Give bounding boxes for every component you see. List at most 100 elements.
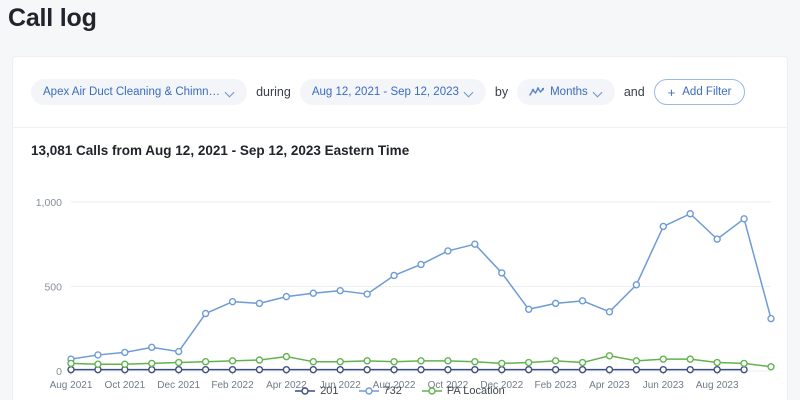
data-point[interactable] bbox=[148, 359, 156, 368]
data-point[interactable] bbox=[659, 222, 668, 231]
data-point[interactable] bbox=[659, 365, 668, 374]
data-point[interactable] bbox=[282, 292, 291, 301]
data-point[interactable] bbox=[390, 365, 398, 374]
chart-area: 0 500 1,000 Aug 2021 Oct 2021 Dec 2021 Feb 202… bbox=[13, 173, 789, 400]
legend-label: PA Location bbox=[446, 385, 505, 397]
data-point[interactable] bbox=[417, 365, 425, 374]
chart-title: 13,081 Calls from Aug 12, 2021 - Sep 12,… bbox=[31, 143, 410, 158]
data-point[interactable] bbox=[551, 357, 560, 365]
data-point[interactable] bbox=[578, 297, 587, 305]
data-point[interactable] bbox=[578, 365, 587, 374]
data-point[interactable] bbox=[551, 299, 560, 308]
data-point[interactable] bbox=[309, 357, 318, 366]
legend-marker-icon bbox=[358, 387, 379, 395]
data-point[interactable] bbox=[605, 365, 614, 374]
data-point[interactable] bbox=[255, 365, 264, 374]
data-point[interactable] bbox=[686, 365, 694, 374]
data-point[interactable] bbox=[498, 365, 506, 374]
data-point[interactable] bbox=[605, 308, 614, 316]
data-point[interactable] bbox=[94, 360, 102, 368]
data-point[interactable] bbox=[524, 358, 533, 367]
data-point[interactable] bbox=[632, 357, 641, 365]
data-point[interactable] bbox=[713, 365, 721, 374]
legend-marker-icon bbox=[295, 387, 316, 395]
data-point[interactable] bbox=[255, 356, 264, 364]
data-point[interactable] bbox=[201, 309, 210, 318]
data-point[interactable] bbox=[228, 365, 237, 374]
legend-item-201[interactable]: 201 bbox=[295, 385, 339, 397]
data-point[interactable] bbox=[767, 363, 775, 371]
data-point[interactable] bbox=[390, 271, 398, 280]
data-point[interactable] bbox=[444, 365, 452, 374]
data-point[interactable] bbox=[444, 247, 452, 255]
data-point[interactable] bbox=[740, 359, 748, 368]
add-filter-button[interactable]: + Add Filter bbox=[653, 79, 746, 105]
data-point[interactable] bbox=[390, 357, 398, 366]
data-point[interactable] bbox=[498, 269, 506, 277]
data-point[interactable] bbox=[471, 357, 479, 366]
data-point[interactable] bbox=[363, 365, 371, 374]
data-point[interactable] bbox=[201, 365, 210, 374]
data-point[interactable] bbox=[363, 357, 371, 365]
data-point[interactable] bbox=[228, 357, 237, 365]
data-point[interactable] bbox=[417, 357, 425, 365]
data-point[interactable] bbox=[255, 299, 264, 308]
data-point[interactable] bbox=[498, 359, 506, 368]
data-point[interactable] bbox=[148, 343, 156, 352]
chevron-down-icon bbox=[594, 88, 603, 97]
x-axis-tick-label: Aug 2021 bbox=[50, 380, 93, 391]
during-label: during bbox=[256, 85, 291, 99]
account-filter-chip[interactable]: Apex Air Duct Cleaning & Chimn… bbox=[31, 79, 248, 105]
legend-item-732[interactable]: 732 bbox=[358, 385, 402, 397]
data-point[interactable] bbox=[417, 260, 425, 269]
page-title: Call log bbox=[8, 4, 97, 32]
data-point[interactable] bbox=[363, 290, 371, 298]
data-point[interactable] bbox=[336, 365, 344, 374]
data-point[interactable] bbox=[686, 355, 694, 363]
data-point[interactable] bbox=[551, 365, 560, 374]
data-point[interactable] bbox=[578, 358, 587, 367]
data-point[interactable] bbox=[67, 365, 75, 374]
data-point[interactable] bbox=[148, 365, 156, 374]
data-point[interactable] bbox=[686, 210, 694, 218]
x-axis-tick-label: Feb 2023 bbox=[534, 380, 577, 391]
data-point[interactable] bbox=[282, 352, 291, 361]
group-by-filter-chip[interactable]: Months bbox=[517, 79, 615, 105]
data-point[interactable] bbox=[174, 358, 183, 367]
data-point[interactable] bbox=[632, 281, 641, 289]
data-point[interactable] bbox=[524, 365, 533, 374]
data-point[interactable] bbox=[94, 351, 102, 359]
date-range-filter-chip[interactable]: Aug 12, 2021 - Sep 12, 2023 bbox=[299, 79, 486, 105]
data-point[interactable] bbox=[336, 357, 344, 366]
group-by-filter-label: Months bbox=[550, 86, 588, 98]
data-point[interactable] bbox=[309, 365, 318, 374]
data-point[interactable] bbox=[713, 358, 721, 367]
x-axis-tick-label: Apr 2023 bbox=[589, 380, 630, 391]
data-point[interactable] bbox=[659, 355, 668, 363]
data-point[interactable] bbox=[524, 305, 533, 313]
data-point[interactable] bbox=[713, 235, 721, 243]
legend-item-pa-location[interactable]: PA Location bbox=[421, 385, 505, 397]
data-point[interactable] bbox=[336, 286, 344, 295]
data-point[interactable] bbox=[740, 365, 748, 374]
data-point[interactable] bbox=[605, 352, 614, 360]
y-axis-tick-label: 1,000 bbox=[36, 197, 62, 209]
data-point[interactable] bbox=[174, 365, 183, 374]
data-point[interactable] bbox=[471, 240, 479, 248]
data-point[interactable] bbox=[767, 314, 775, 323]
data-point[interactable] bbox=[444, 357, 452, 365]
data-point[interactable] bbox=[121, 360, 129, 368]
data-point[interactable] bbox=[632, 365, 641, 374]
data-point[interactable] bbox=[121, 348, 129, 357]
data-point[interactable] bbox=[201, 357, 210, 366]
plus-icon: + bbox=[667, 84, 676, 100]
data-point[interactable] bbox=[228, 297, 237, 306]
data-point[interactable] bbox=[309, 289, 318, 297]
x-axis-tick-label: Aug 2022 bbox=[373, 380, 416, 391]
data-point[interactable] bbox=[67, 359, 75, 368]
data-point[interactable] bbox=[282, 365, 291, 374]
data-point[interactable] bbox=[471, 365, 479, 374]
data-point[interactable] bbox=[174, 347, 183, 356]
x-axis-tick-label: Apr 2022 bbox=[266, 380, 307, 391]
data-point[interactable] bbox=[740, 215, 748, 223]
